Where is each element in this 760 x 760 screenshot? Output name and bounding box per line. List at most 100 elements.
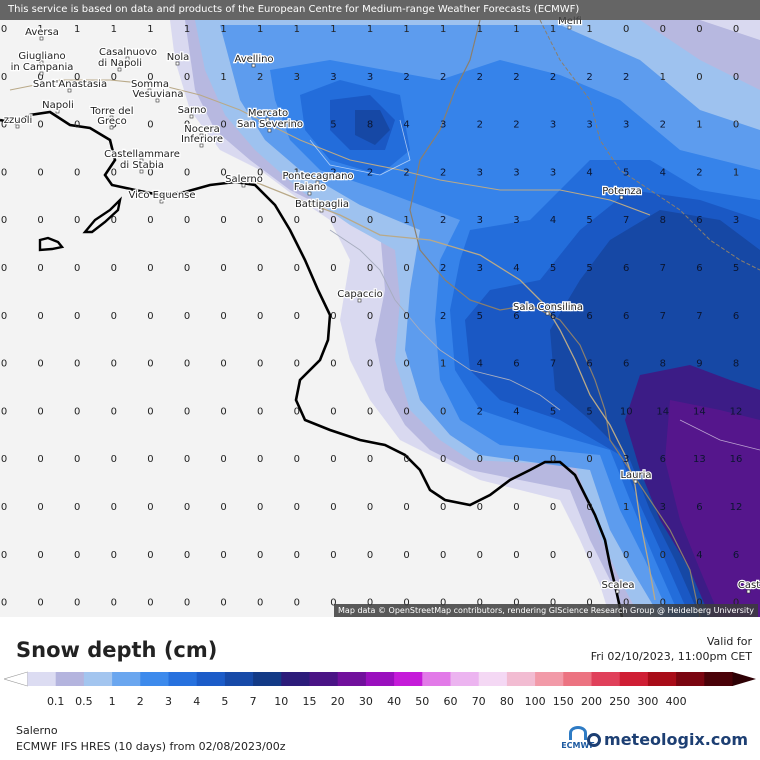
- grid-value: 7: [696, 311, 702, 322]
- grid-value: 0: [184, 406, 190, 417]
- grid-value: 0: [294, 359, 300, 370]
- place-name: Sala Consilina: [513, 302, 583, 313]
- grid-value: 0: [1, 311, 7, 322]
- place-marker: [175, 61, 180, 66]
- map-attribution[interactable]: Map data © OpenStreetMap contributors, r…: [334, 604, 758, 617]
- grid-value: 6: [550, 311, 556, 322]
- grid-value: 7: [660, 263, 666, 274]
- place-marker: [567, 25, 572, 30]
- grid-value: 5: [623, 167, 629, 178]
- place-label: Potenza: [601, 185, 643, 200]
- grid-value: 0: [147, 502, 153, 513]
- scale-swatch: [196, 672, 226, 686]
- grid-value: 0: [184, 311, 190, 322]
- place-label: Vesuviana: [131, 88, 185, 103]
- grid-value: 0: [330, 263, 336, 274]
- grid-value: 0: [330, 550, 336, 561]
- grid-value: 2: [696, 167, 702, 178]
- grid-value: 0: [586, 550, 592, 561]
- snow-band-15cm: [665, 400, 760, 617]
- grid-value: 0: [440, 598, 446, 609]
- road-north: [9, 79, 651, 216]
- grid-value: 2: [513, 120, 519, 131]
- grid-value: 0: [367, 454, 373, 465]
- place-label: Torre del: [88, 105, 135, 120]
- place-name: Castellammare: [104, 149, 180, 160]
- grid-value: 6: [623, 263, 629, 274]
- grid-value: 4: [586, 167, 592, 178]
- grid-value: 0: [220, 406, 226, 417]
- place-label: Somma: [130, 78, 170, 93]
- scale-tick-label: 150: [552, 695, 574, 708]
- place-label: Sant'Anastasia: [32, 78, 108, 93]
- place-marker: [39, 36, 44, 41]
- place-name: Vico Equense: [128, 190, 195, 201]
- grid-value: 0: [1, 406, 7, 417]
- grid-value: 0: [220, 454, 226, 465]
- place-label: Inferiore: [180, 133, 224, 148]
- grid-value: 0: [184, 550, 190, 561]
- grid-value: 2: [440, 311, 446, 322]
- grid-value: 0: [440, 550, 446, 561]
- grid-value: 0: [220, 167, 226, 178]
- grid-value: 2: [623, 72, 629, 83]
- grid-value: 0: [184, 598, 190, 609]
- scale-tick-label: 0.1: [46, 695, 65, 708]
- scale-swatch: [506, 672, 536, 686]
- grid-value: 2: [403, 167, 409, 178]
- grid-value: 0: [403, 598, 409, 609]
- scale-tick-label: 2: [136, 695, 144, 708]
- road-main: [249, 179, 656, 601]
- place-name: di Stabia: [120, 160, 164, 171]
- place-name: di Napoli: [98, 58, 142, 69]
- scale-tick-label: 300: [637, 695, 659, 708]
- place-marker: [307, 191, 312, 196]
- grid-value: 2: [257, 72, 263, 83]
- scale-tick-label: 0.5: [75, 695, 93, 708]
- grid-value: 1: [586, 24, 592, 35]
- place-name: Sarno: [178, 105, 207, 116]
- place-name: Salerno: [225, 174, 263, 185]
- place-marker: [746, 589, 751, 594]
- grid-value: 14: [656, 406, 669, 417]
- grid-value: 0: [111, 263, 117, 274]
- grid-value: 0: [696, 72, 702, 83]
- ecmwf-logo[interactable]: ECMWF: [560, 726, 596, 750]
- grid-value: 14: [693, 406, 706, 417]
- grid-value: 0: [733, 72, 739, 83]
- place-name: Greco: [97, 116, 126, 127]
- grid-value: 1: [403, 24, 409, 35]
- place-label: Sala Consilina: [512, 301, 584, 316]
- grid-value: 1: [147, 24, 153, 35]
- grid-value: 3: [367, 72, 373, 83]
- place-name: Battipaglia: [295, 199, 349, 210]
- grid-value: 0: [440, 454, 446, 465]
- grid-value: 0: [660, 550, 666, 561]
- grid-value: 0: [37, 550, 43, 561]
- place-label: Nola: [166, 51, 190, 66]
- grid-value: 0: [37, 359, 43, 370]
- meteologix-brand[interactable]: meteologix.com: [587, 730, 748, 749]
- grid-value: 0: [623, 598, 629, 609]
- grid-value: 3: [513, 167, 519, 178]
- grid-value: 3: [733, 215, 739, 226]
- grid-value: 2: [330, 167, 336, 178]
- grid-value: 2: [477, 120, 483, 131]
- grid-value: 3: [623, 454, 629, 465]
- grid-value: 16: [730, 454, 743, 465]
- scale-tick-label: 200: [581, 695, 602, 708]
- grid-value: 0: [37, 215, 43, 226]
- grid-value: 1: [440, 359, 446, 370]
- place-label: Scalea: [600, 579, 636, 594]
- grid-value: 0: [220, 263, 226, 274]
- grid-value: 1: [367, 24, 373, 35]
- place-marker: [265, 117, 270, 122]
- grid-value: 0: [257, 311, 263, 322]
- grid-value: 0: [403, 502, 409, 513]
- grid-value: 1: [660, 72, 666, 83]
- grid-value: 0: [220, 215, 226, 226]
- place-label: Lauria: [619, 469, 653, 484]
- grid-value: 0: [74, 263, 80, 274]
- place-name: Torre del: [90, 106, 134, 117]
